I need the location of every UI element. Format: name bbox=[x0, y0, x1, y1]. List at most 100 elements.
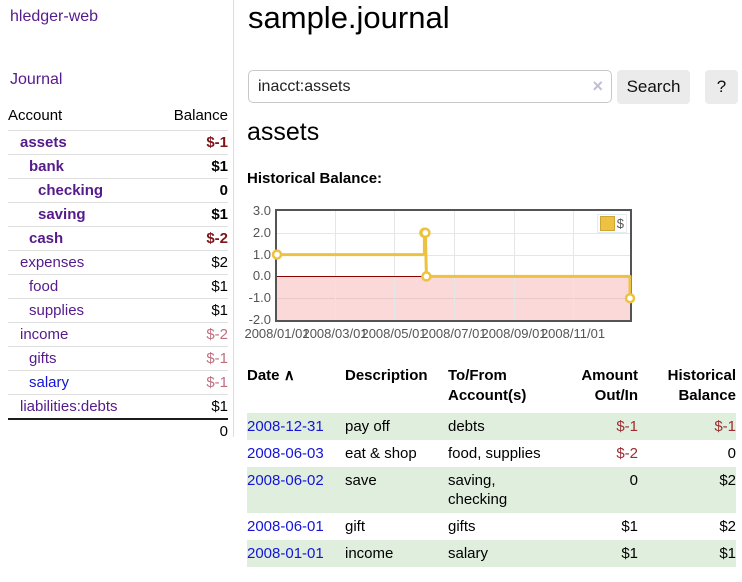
account-link-assets[interactable]: assets bbox=[20, 134, 67, 151]
sort-ascending-icon: ∧ bbox=[283, 367, 295, 384]
account-balance: $-2 bbox=[155, 226, 228, 251]
transaction-description: save bbox=[345, 467, 448, 513]
account-balance: 0 bbox=[155, 178, 228, 203]
register-row: 2008-01-01 income salary $1 $1 bbox=[247, 540, 736, 567]
gridline bbox=[394, 211, 395, 320]
account-link-checking[interactable]: checking bbox=[38, 182, 104, 199]
account-link-bank[interactable]: bank bbox=[29, 158, 65, 175]
chart-legend: $ bbox=[596, 214, 627, 233]
search-input[interactable] bbox=[248, 70, 612, 103]
transaction-amount: $1 bbox=[552, 540, 638, 567]
chart-point bbox=[420, 227, 431, 239]
gridline bbox=[335, 211, 336, 320]
transaction-description: gift bbox=[345, 518, 366, 535]
chart-point bbox=[271, 249, 283, 260]
account-row-checking: checking 0 bbox=[8, 178, 228, 203]
gridline bbox=[277, 233, 630, 234]
account-row-salary: salary $-1 bbox=[8, 370, 228, 395]
transaction-date-link[interactable]: 2008-06-03 bbox=[247, 445, 324, 462]
y-axis-label: 3.0 bbox=[252, 203, 271, 218]
transaction-amount: $1 bbox=[621, 518, 638, 535]
help-button[interactable]: ? bbox=[705, 70, 738, 104]
x-axis-label: 2008/11/01 bbox=[540, 326, 606, 341]
legend-label: $ bbox=[616, 216, 624, 231]
register-row: 2008-06-02 save saving, checking 0 $2 bbox=[247, 467, 736, 513]
x-axis-label: 2008/09/01 bbox=[481, 326, 547, 341]
account-balance: $2 bbox=[155, 250, 228, 275]
y-axis-label: -1.0 bbox=[248, 290, 271, 305]
transaction-date-link[interactable]: 2008-06-01 bbox=[247, 518, 324, 535]
sidebar-table-header: Account Balance bbox=[8, 103, 228, 131]
amount-column-header: Amount Out/In bbox=[581, 367, 638, 404]
account-row-gifts: gifts $-1 bbox=[8, 346, 228, 371]
balance-column-header: Historical Balance bbox=[667, 367, 736, 404]
transaction-description: eat & shop bbox=[345, 445, 417, 462]
account-link-liabilities-debts[interactable]: liabilities:debts bbox=[20, 398, 118, 415]
page-title: sample.journal bbox=[248, 0, 450, 35]
transaction-date-link[interactable]: 2008-06-02 bbox=[247, 472, 324, 489]
transaction-date-link[interactable]: 2008-12-31 bbox=[247, 418, 324, 435]
chart-title: Historical Balance: bbox=[247, 170, 383, 187]
register-row: 2008-12-31 pay off debts $-1 $-1 bbox=[247, 413, 736, 440]
transaction-description: pay off bbox=[345, 413, 448, 440]
transaction-accounts: saving, checking bbox=[448, 467, 552, 513]
balance-column-header: Balance bbox=[173, 107, 228, 124]
x-axis-label: 2008/03/01 bbox=[302, 326, 368, 341]
account-link-saving[interactable]: saving bbox=[38, 206, 86, 223]
search-button[interactable]: Search bbox=[617, 70, 690, 104]
account-balance: $1 bbox=[155, 202, 228, 227]
account-link-cash[interactable]: cash bbox=[29, 230, 64, 247]
transaction-description: income bbox=[345, 540, 448, 567]
account-row-income: income $-2 bbox=[8, 322, 228, 347]
gridline bbox=[514, 211, 515, 320]
date-column-header[interactable]: Date ∧ bbox=[247, 367, 295, 384]
gridline bbox=[277, 255, 630, 256]
register-row: 2008-06-03 eat & shop food, supplies $-2… bbox=[247, 440, 736, 467]
account-balance: $1 bbox=[155, 394, 228, 419]
y-axis-label: -2.0 bbox=[248, 312, 271, 327]
account-link-supplies[interactable]: supplies bbox=[29, 302, 85, 319]
account-balance: $-1 bbox=[155, 346, 228, 371]
sidebar-accounts-table: Account Balance assets $-1 bank $1 check… bbox=[8, 103, 228, 443]
y-axis-label: 0.0 bbox=[252, 268, 271, 283]
description-column-header: Description bbox=[345, 367, 428, 384]
transaction-balance: $1 bbox=[638, 540, 736, 567]
account-balance: $1 bbox=[155, 298, 228, 323]
transaction-accounts: food, supplies bbox=[448, 445, 541, 462]
x-axis-label: 2008/05/01 bbox=[361, 326, 427, 341]
y-axis-label: 2.0 bbox=[252, 225, 271, 240]
account-link-gifts[interactable]: gifts bbox=[29, 350, 57, 367]
x-axis-label: 2008/07/01 bbox=[421, 326, 487, 341]
sidebar-total-row: 0 bbox=[8, 418, 228, 443]
clear-search-icon[interactable]: × bbox=[592, 76, 603, 96]
gridline bbox=[454, 211, 455, 320]
chart-plot-area: $ bbox=[271, 209, 636, 322]
transaction-accounts: gifts bbox=[448, 518, 476, 535]
transaction-balance: $2 bbox=[638, 467, 736, 513]
x-axis-label: 2008/01/01 bbox=[244, 326, 310, 341]
accounts-column-header: To/From Account(s) bbox=[448, 367, 527, 404]
account-link-food[interactable]: food bbox=[29, 278, 59, 295]
account-row-saving: saving $1 bbox=[8, 202, 228, 227]
account-row-bank: bank $1 bbox=[8, 154, 228, 179]
transaction-amount: $-2 bbox=[616, 445, 638, 462]
transaction-date-link[interactable]: 2008-01-01 bbox=[247, 545, 324, 562]
gridline bbox=[573, 211, 574, 320]
transaction-amount: 0 bbox=[552, 467, 638, 513]
register-row: 2008-06-01 gift gifts $1 $2 bbox=[247, 513, 736, 540]
app-brand-link[interactable]: hledger-web bbox=[10, 8, 99, 25]
account-balance: $-1 bbox=[155, 370, 228, 395]
account-link-expenses[interactable]: expenses bbox=[20, 254, 85, 271]
sidebar-total-balance: 0 bbox=[155, 418, 228, 443]
sidebar-divider bbox=[233, 0, 234, 437]
balance-chart: 3.0 2.0 1.0 0.0 -1.0 -2.0 bbox=[244, 203, 647, 352]
register-table: Date ∧ Description To/From Account(s) Am… bbox=[247, 366, 736, 567]
account-link-income[interactable]: income bbox=[20, 326, 69, 343]
account-link-salary[interactable]: salary bbox=[29, 374, 70, 391]
chart-point bbox=[624, 292, 636, 304]
account-balance: $-2 bbox=[155, 322, 228, 347]
account-row-liabilities-debts: liabilities:debts $1 bbox=[8, 394, 228, 419]
transaction-balance: 0 bbox=[727, 445, 736, 462]
sidebar-item-journal[interactable]: Journal bbox=[10, 71, 63, 88]
account-column-header: Account bbox=[8, 107, 63, 124]
